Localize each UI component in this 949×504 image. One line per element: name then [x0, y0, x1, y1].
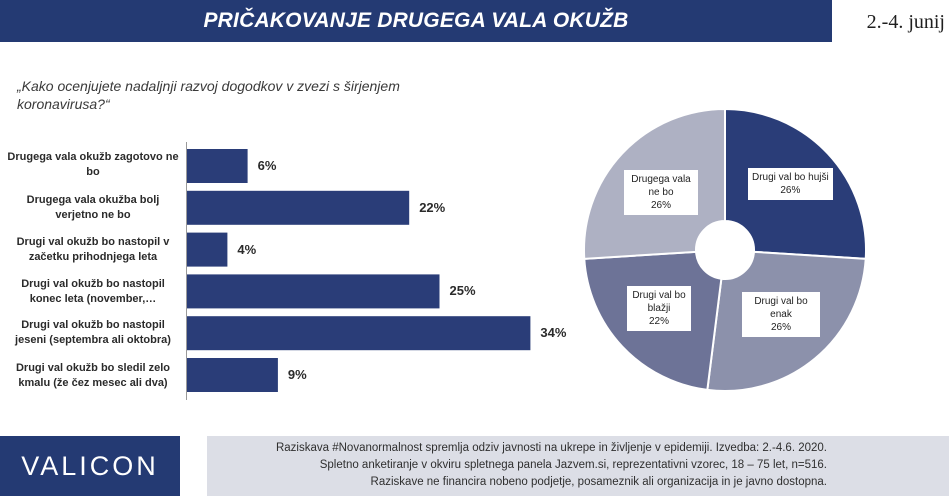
bar-value-0: 6% — [257, 158, 277, 173]
footer-logo-panel — [0, 436, 180, 496]
bar-3 — [187, 274, 440, 309]
bar-label-2: Drugi val okužb bo nastopil v začetku pr… — [16, 236, 170, 263]
bar-value-5: 9% — [287, 367, 307, 382]
pie-label-0-name: Drugi val bo hujši — [752, 172, 829, 183]
pie-label-3-name: Drugega vala ne bo — [631, 174, 691, 198]
bar-axis-line — [186, 142, 187, 400]
pie-label-1-name: Drugi val bo enak — [754, 296, 808, 320]
pie-label-1: Drugi val bo enak 26% — [742, 292, 820, 337]
footer-line-2: Raziskave ne financira nobeno podjetje, … — [370, 476, 827, 488]
pie-label-0-value: 26% — [780, 185, 801, 196]
donut-chart — [583, 107, 867, 392]
bar-4 — [187, 316, 531, 351]
bar-label-0: Drugega vala okužb zagotovo ne bo — [7, 151, 179, 178]
bar-label-4: Drugi val okužb bo nastopil jeseni (sept… — [15, 319, 171, 346]
footer-text: Raziskava #Novanormalnost spremlja odziv… — [207, 440, 827, 491]
footer-line-0: Raziskava #Novanormalnost spremlja odziv… — [275, 442, 827, 454]
pie-label-2-value: 22% — [648, 316, 669, 327]
bar-value-3: 25% — [449, 283, 476, 299]
pie-label-0: Drugi val bo hujši 26% — [748, 168, 833, 200]
pie-label-3-value: 26% — [650, 200, 671, 211]
bar-label-5: Drugi val okužb bo sledil zelo kmalu (že… — [15, 362, 171, 389]
page-title: PRIČAKOVANJE DRUGEGA VALA OKUŽB — [203, 9, 629, 32]
bar-0 — [187, 149, 248, 183]
pie-label-1-value: 26% — [770, 322, 791, 333]
header-bar — [0, 0, 832, 42]
date-label: 2.-4. junij — [866, 11, 945, 33]
bar-label-3: Drugi val okužb bo nastopil konec leta (… — [21, 278, 165, 305]
pie-label-3: Drugega vala ne bo 26% — [624, 170, 698, 215]
bar-5 — [187, 358, 278, 392]
bar-2 — [187, 232, 228, 267]
pie-label-2-name: Drugi val bo blažji — [632, 290, 686, 314]
valicon-logo: VALICON — [21, 451, 159, 481]
footer-line-1: Spletno anketiranje v okviru spletnega p… — [319, 459, 827, 471]
bar-value-4: 34% — [540, 325, 567, 341]
survey-question: „Kako ocenjujete nadaljnji razvoj dogodk… — [17, 78, 400, 112]
bar-value-1: 22% — [419, 199, 446, 215]
bar-chart — [187, 149, 531, 392]
footer-info-panel — [207, 436, 949, 496]
bar-value-2: 4% — [237, 241, 257, 257]
bar-1 — [187, 190, 410, 225]
bar-label-1: Drugega vala okužba bolj verjetno ne bo — [26, 194, 160, 221]
pie-label-2: Drugi val bo blažji 22% — [627, 286, 691, 331]
